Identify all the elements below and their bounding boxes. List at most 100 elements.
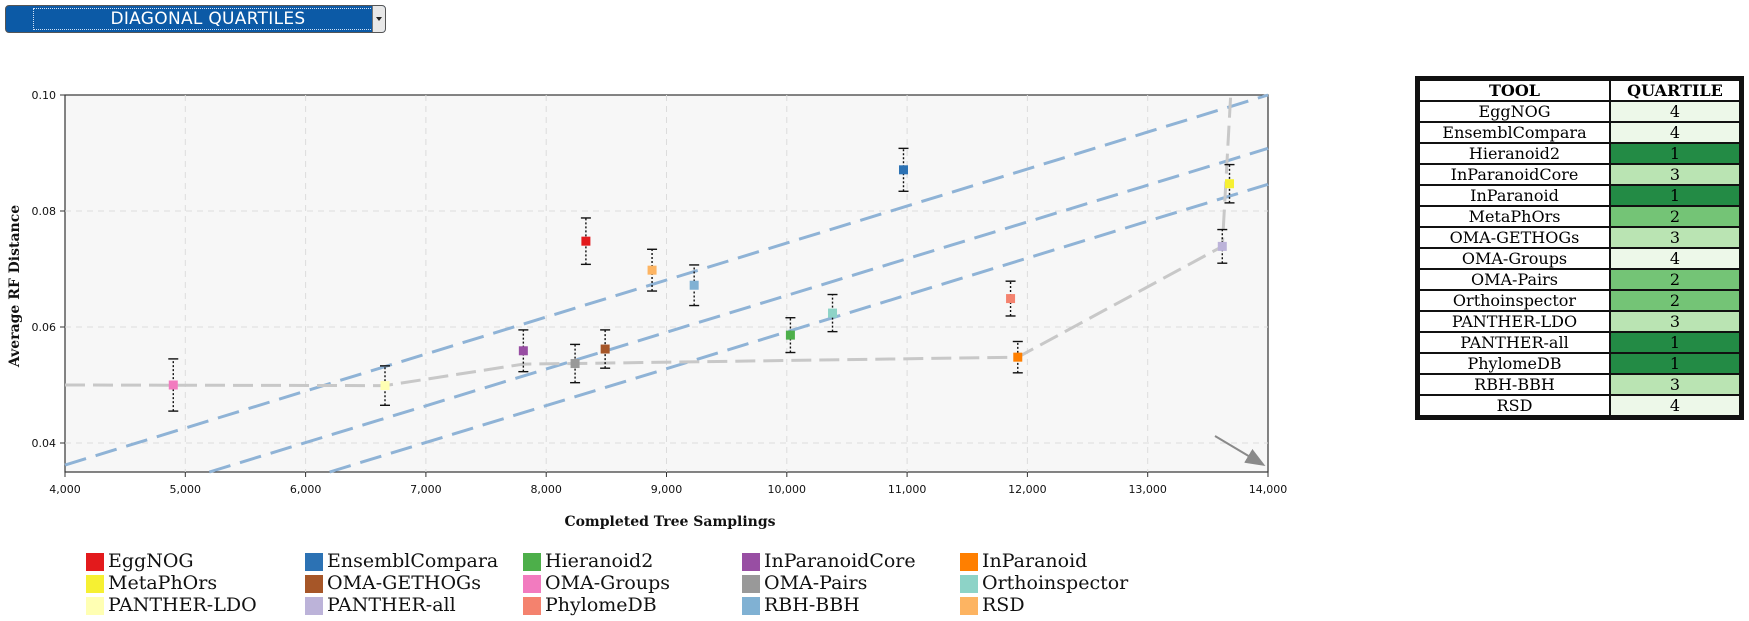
y-tick-label: 0.08 xyxy=(32,205,57,218)
legend-label: Hieranoid2 xyxy=(545,550,654,572)
quartile-diagonal-line xyxy=(208,146,1269,474)
quartile-cell: 2 xyxy=(1609,268,1743,291)
y-tick-label: 0.10 xyxy=(32,89,57,102)
x-tick-label: 13,000 xyxy=(1128,483,1167,496)
table-row: PANTHER-all 1 xyxy=(1416,331,1743,354)
quartile-lines xyxy=(64,93,1269,474)
legend-label: InParanoidCore xyxy=(764,550,916,572)
quartile-cell: 1 xyxy=(1609,142,1743,165)
data-point xyxy=(518,346,528,356)
tool-cell: Orthoinspector xyxy=(1416,289,1611,312)
table-row: OMA-Groups 4 xyxy=(1416,247,1743,270)
data-point xyxy=(828,308,838,318)
table-row: Hieranoid2 1 xyxy=(1416,142,1743,165)
legend-label: EggNOG xyxy=(108,550,194,572)
legend-label: PANTHER-LDO xyxy=(108,594,257,616)
quartile-table: TOOL QUARTILE EggNOG 4 EnsemblCompara 4 Hier… xyxy=(1415,76,1744,420)
table-row: PhylomeDB 1 xyxy=(1416,352,1743,375)
quartile-cell: 3 xyxy=(1609,310,1743,333)
x-tick-label: 11,000 xyxy=(888,483,927,496)
quartile-cell: 4 xyxy=(1609,394,1743,419)
tool-cell: OMA-GETHOGs xyxy=(1416,226,1611,249)
legend-swatch xyxy=(86,553,104,571)
tool-cell: InParanoid xyxy=(1416,184,1611,207)
data-point xyxy=(647,265,657,275)
tool-cell: PANTHER-LDO xyxy=(1416,310,1611,333)
legend-label: Orthoinspector xyxy=(982,572,1129,594)
x-tick-label: 4,000 xyxy=(49,483,81,496)
y-tick-label: 0.06 xyxy=(32,321,57,334)
legend-swatch xyxy=(305,553,323,571)
quartile-cell: 4 xyxy=(1609,100,1743,123)
y-axis-ticks: 0.04 0.06 0.08 0.10 xyxy=(32,89,65,450)
data-point xyxy=(1013,352,1023,362)
quartile-diagonal-line xyxy=(329,182,1269,474)
legend-label: InParanoid xyxy=(982,550,1088,572)
tool-cell: InParanoidCore xyxy=(1416,163,1611,186)
table-row: InParanoidCore 3 xyxy=(1416,163,1743,186)
table-row: PANTHER-LDO 3 xyxy=(1416,310,1743,333)
legend-label: PhylomeDB xyxy=(545,594,657,616)
quartile-cell: 1 xyxy=(1609,352,1743,375)
data-point xyxy=(380,381,390,391)
x-axis-label: Completed Tree Samplings xyxy=(564,514,775,530)
legend-label: RSD xyxy=(982,594,1025,616)
data-point xyxy=(689,280,699,290)
legend-label: EnsemblCompara xyxy=(327,550,499,572)
table-row: OMA-GETHOGs 3 xyxy=(1416,226,1743,249)
x-tick-label: 6,000 xyxy=(290,483,322,496)
select-value: DIAGONAL QUARTILES xyxy=(33,8,383,30)
quartile-method-select[interactable]: DIAGONAL QUARTILES xyxy=(5,5,386,33)
column-header-quartile: QUARTILE xyxy=(1609,77,1743,102)
tool-cell: PANTHER-all xyxy=(1416,331,1611,354)
legend-label: OMA-GETHOGs xyxy=(327,572,481,594)
column-header-tool: TOOL xyxy=(1416,77,1611,102)
legend-label: OMA-Groups xyxy=(545,572,671,594)
data-point xyxy=(1217,241,1227,251)
legend-swatch xyxy=(742,597,760,615)
tool-cell: Hieranoid2 xyxy=(1416,142,1611,165)
data-point xyxy=(581,236,591,246)
tool-cell: RSD xyxy=(1416,394,1611,419)
legend-swatch xyxy=(742,575,760,593)
x-tick-label: 9,000 xyxy=(651,483,683,496)
tool-cell: PhylomeDB xyxy=(1416,352,1611,375)
x-tick-label: 8,000 xyxy=(530,483,562,496)
x-axis-ticks: 4,000 5,000 6,000 7,000 8,000 9,000 10,000 11,0… xyxy=(49,472,1287,496)
legend-swatch xyxy=(960,597,978,615)
quartile-cell: 3 xyxy=(1609,226,1743,249)
legend-swatch xyxy=(305,597,323,615)
legend-label: RBH-BBH xyxy=(764,594,860,616)
tool-cell: EnsemblCompara xyxy=(1416,121,1611,144)
legend-swatch xyxy=(742,553,760,571)
x-tick-label: 10,000 xyxy=(768,483,807,496)
legend-label: MetaPhOrs xyxy=(108,572,218,594)
legend-swatch xyxy=(960,553,978,571)
x-tick-label: 12,000 xyxy=(1008,483,1047,496)
tool-cell: OMA-Groups xyxy=(1416,247,1611,270)
table-row: InParanoid 1 xyxy=(1416,184,1743,207)
quartile-cell: 4 xyxy=(1609,121,1743,144)
quartile-cell: 4 xyxy=(1609,247,1743,270)
data-point xyxy=(785,330,795,340)
legend-label: PANTHER-all xyxy=(327,594,456,616)
data-points xyxy=(168,165,1235,391)
x-tick-label: 14,000 xyxy=(1249,483,1288,496)
legend-swatch xyxy=(86,575,104,593)
chevron-down-icon[interactable] xyxy=(372,6,385,32)
data-point xyxy=(570,359,580,369)
table-row: EnsemblCompara 4 xyxy=(1416,121,1743,144)
quartile-cell: 3 xyxy=(1609,373,1743,396)
legend-swatch xyxy=(305,575,323,593)
legend-swatch xyxy=(523,553,541,571)
legend-swatch xyxy=(86,597,104,615)
x-tick-label: 7,000 xyxy=(410,483,442,496)
quartile-diagonal-line xyxy=(64,93,1269,467)
x-tick-label: 5,000 xyxy=(170,483,202,496)
quartile-cell: 3 xyxy=(1609,163,1743,186)
tool-cell: MetaPhOrs xyxy=(1416,205,1611,228)
quartile-cell: 1 xyxy=(1609,331,1743,354)
table-row: RSD 4 xyxy=(1416,394,1743,419)
table-header-row: TOOL QUARTILE xyxy=(1416,77,1743,102)
data-point xyxy=(168,380,178,390)
